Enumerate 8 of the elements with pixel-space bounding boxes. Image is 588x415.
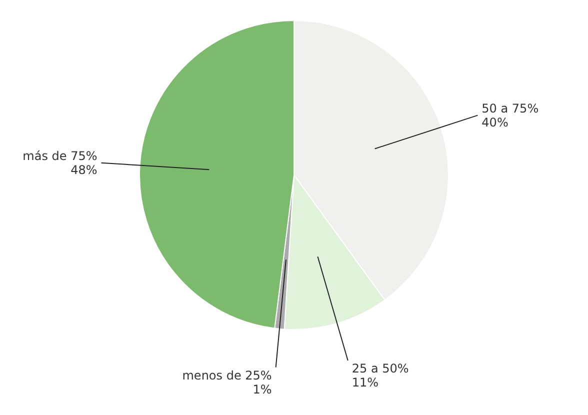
slice-label: 50 a 75%: [482, 101, 539, 116]
slice-label: 25 a 50%: [352, 361, 409, 376]
data-label: 11%: [352, 375, 379, 390]
slice-label: más de 75%: [22, 148, 98, 163]
slice-label: menos de 25%: [182, 368, 272, 382]
data-label: 1%: [252, 382, 272, 396]
data-label: 40%: [482, 115, 508, 130]
data-label: 48%: [70, 162, 98, 177]
